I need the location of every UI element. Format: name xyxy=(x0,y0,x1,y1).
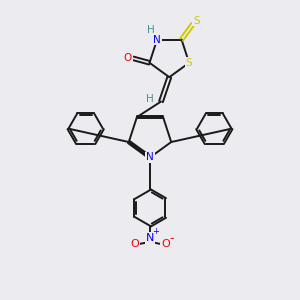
Text: S: S xyxy=(186,58,192,68)
Text: +: + xyxy=(152,227,159,236)
Text: O: O xyxy=(124,53,132,63)
Text: -: - xyxy=(170,232,174,245)
Text: N: N xyxy=(146,233,154,243)
Text: O: O xyxy=(161,239,170,249)
Text: H: H xyxy=(146,94,154,104)
Text: N: N xyxy=(153,34,161,44)
Text: O: O xyxy=(130,239,139,249)
Text: N: N xyxy=(146,152,154,162)
Text: H: H xyxy=(147,25,154,35)
Text: S: S xyxy=(193,16,200,26)
